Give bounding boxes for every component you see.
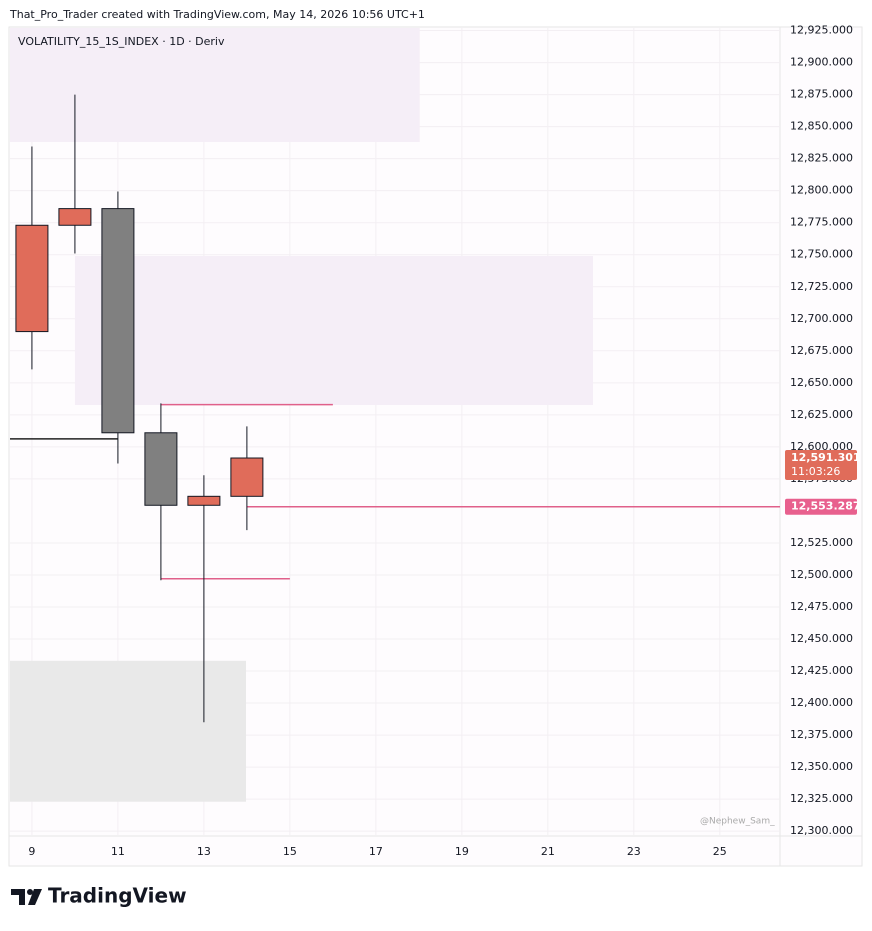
candle-body <box>144 432 178 506</box>
candle-body <box>230 457 264 497</box>
candle-body <box>58 208 92 226</box>
x-tick-label: 19 <box>455 845 469 858</box>
y-tick-label: 12,925.000 <box>790 24 853 37</box>
y-tick-label: 12,700.000 <box>790 312 853 325</box>
y-tick-label: 12,850.000 <box>790 120 853 133</box>
plot <box>10 28 780 802</box>
x-tick-label: 21 <box>541 845 555 858</box>
x-tick-label: 9 <box>28 845 35 858</box>
y-tick-label: 12,650.000 <box>790 376 853 389</box>
y-tick-label: 12,900.000 <box>790 56 853 69</box>
y-tick-label: 12,600.000 <box>790 440 853 453</box>
y-tick-label: 12,875.000 <box>790 88 853 101</box>
candle-body <box>15 224 49 333</box>
y-tick-label: 12,400.000 <box>790 696 853 709</box>
y-tick-label: 12,800.000 <box>790 184 853 197</box>
zone <box>74 256 593 405</box>
attribution: That_Pro_Trader created with TradingView… <box>9 8 425 21</box>
brand: TradingView <box>48 884 187 908</box>
price-label: 12,591.301 <box>791 451 861 464</box>
y-tick-label: 12,325.000 <box>790 792 853 805</box>
zone <box>10 660 247 802</box>
x-tick-label: 23 <box>627 845 641 858</box>
y-tick-label: 12,425.000 <box>790 664 853 677</box>
price-label-bg <box>785 498 857 515</box>
price-label-bg <box>785 450 857 481</box>
y-tick-label: 12,450.000 <box>790 632 853 645</box>
x-tick-label: 11 <box>111 845 125 858</box>
y-tick-label: 12,725.000 <box>790 280 853 293</box>
y-tick-label: 12,375.000 <box>790 728 853 741</box>
candle-body <box>187 495 221 506</box>
y-tick-label: 12,525.000 <box>790 536 853 549</box>
y-tick-label: 12,475.000 <box>790 600 853 613</box>
y-tick-label: 12,775.000 <box>790 216 853 229</box>
y-tick-label: 12,675.000 <box>790 344 853 357</box>
price-countdown: 11:03:26 <box>791 465 840 478</box>
x-tick-label: 15 <box>283 845 297 858</box>
y-tick-label: 12,350.000 <box>790 760 853 773</box>
candle-body <box>101 208 135 434</box>
watermark: @Nephew_Sam_ <box>700 817 775 827</box>
y-tick-label: 12,625.000 <box>790 408 853 421</box>
price-label: 12,553.287 <box>791 500 861 513</box>
y-tick-label: 12,300.000 <box>790 824 853 837</box>
zone <box>10 28 420 143</box>
y-tick-label: 12,750.000 <box>790 248 853 261</box>
symbol-title: VOLATILITY_15_1S_INDEX · 1D · Deriv <box>18 35 225 48</box>
y-tick-label: 12,825.000 <box>790 152 853 165</box>
brand-logo <box>11 889 42 905</box>
y-tick-label: 12,500.000 <box>790 568 853 581</box>
x-tick-label: 17 <box>369 845 383 858</box>
x-tick-label: 13 <box>197 845 211 858</box>
x-tick-label: 25 <box>713 845 727 858</box>
